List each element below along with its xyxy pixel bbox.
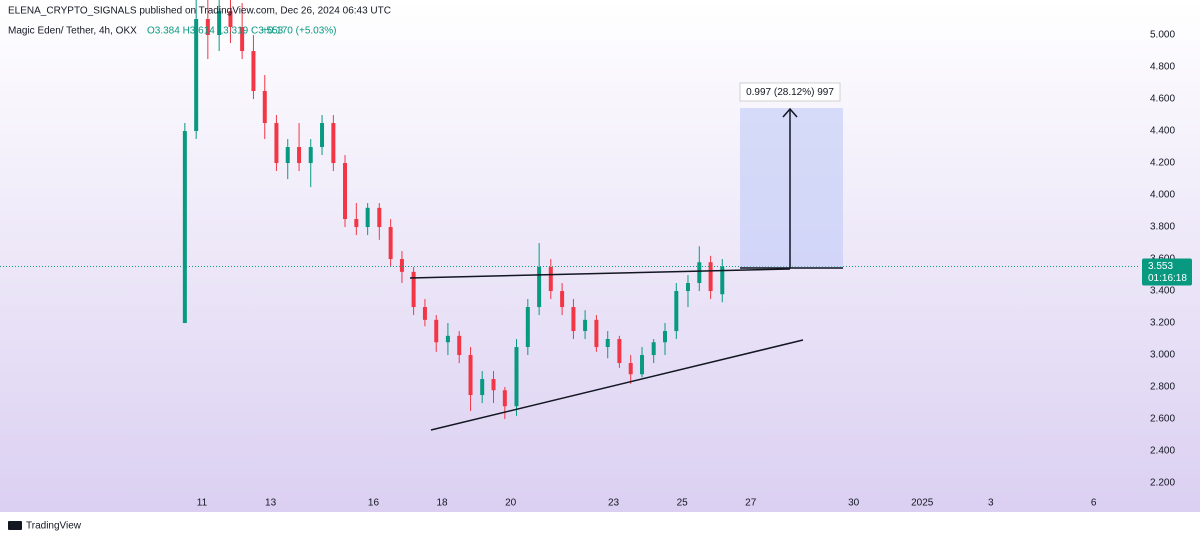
y-tick-label: 2.200 — [1150, 478, 1175, 489]
candle-body — [205, 19, 210, 36]
ohlc: O3.384 H3.614 L3.319 C3.553 — [147, 26, 284, 37]
candle-body — [720, 266, 725, 295]
x-tick-label: 3 — [988, 498, 994, 509]
candle-body — [377, 207, 382, 228]
footer-bar — [0, 512, 1200, 539]
candle-body — [548, 267, 553, 292]
projection-box — [740, 108, 843, 268]
y-tick-label: 2.600 — [1150, 414, 1175, 425]
candle-body — [525, 307, 530, 348]
candle-body — [262, 91, 267, 124]
last-price-label: 3.553 — [1148, 261, 1173, 272]
support-trendline — [430, 339, 804, 431]
x-tick-label: 23 — [608, 498, 620, 509]
candle-body — [502, 390, 507, 407]
y-tick-label: 4.600 — [1150, 94, 1175, 105]
plot-area — [0, 0, 1140, 420]
candle-body — [388, 227, 393, 260]
candle-body — [285, 147, 290, 164]
publisher: ELENA_CRYPTO_SIGNALS published on Tradin… — [8, 6, 391, 17]
candle-body — [674, 291, 679, 332]
candle-body — [251, 51, 256, 92]
candle-body — [560, 291, 565, 308]
candle-body — [514, 347, 519, 407]
candle-body — [468, 355, 473, 396]
candle-body — [354, 219, 359, 228]
candle-body — [434, 319, 439, 343]
brand-logo — [8, 521, 22, 530]
candle-body — [663, 331, 667, 343]
candle-body — [697, 262, 702, 284]
candle-body — [583, 319, 588, 332]
x-tick-label: 11 — [197, 498, 208, 509]
candle-body — [217, 11, 222, 36]
candle-body — [411, 271, 416, 308]
candle-body — [628, 363, 633, 375]
candle-body — [445, 335, 450, 343]
arrow-head — [782, 107, 798, 118]
x-tick-label: 13 — [265, 498, 277, 509]
candle-body — [708, 262, 713, 292]
candle-body — [228, 11, 233, 28]
countdown: 01:16:18 — [1148, 273, 1187, 284]
y-tick-label: 4.400 — [1150, 126, 1175, 137]
candle-body — [240, 27, 245, 52]
x-tick-label: 6 — [1091, 498, 1097, 509]
candle-body — [605, 339, 610, 348]
candle-body — [594, 319, 599, 348]
candle-body — [343, 163, 348, 220]
candle-body — [457, 335, 462, 356]
candle-body — [274, 123, 279, 164]
candle-body — [331, 123, 336, 164]
candle-body — [320, 123, 325, 148]
change: +0.170 (+5.03%) — [262, 26, 337, 37]
candle-body — [194, 19, 199, 132]
y-tick-label: 3.000 — [1150, 350, 1175, 361]
candle-body — [480, 379, 485, 396]
candle-body — [617, 339, 622, 364]
symbol: Magic Eden/ Tether, 4h, OKX — [8, 26, 137, 37]
y-tick-label: 5.000 — [1150, 30, 1175, 41]
candle-body — [365, 207, 370, 228]
x-tick-label: 30 — [848, 498, 860, 509]
y-tick-label: 4.800 — [1150, 62, 1175, 73]
y-tick-label: 2.800 — [1150, 382, 1175, 393]
x-tick-label: 16 — [368, 498, 380, 509]
candle-body — [182, 131, 187, 324]
x-tick-label: 27 — [745, 498, 757, 509]
y-tick-label: 2.400 — [1150, 446, 1175, 457]
y-tick-label: 3.200 — [1150, 318, 1175, 329]
candle-body — [399, 259, 404, 272]
projection-label: 0.997 (28.12%) 997 — [746, 87, 834, 98]
y-tick-label: 4.200 — [1150, 158, 1175, 169]
y-tick-label: 4.000 — [1150, 190, 1175, 201]
candle-body — [571, 307, 576, 332]
candle-body — [685, 283, 690, 292]
x-tick-label: 20 — [505, 498, 517, 509]
x-tick-label: 2025 — [911, 498, 934, 509]
candle-body — [537, 267, 542, 308]
projection-label-box — [739, 82, 841, 102]
candle-body — [651, 342, 656, 356]
x-tick-label: 25 — [677, 498, 689, 509]
y-tick-label: 3.800 — [1150, 222, 1175, 233]
y-tick-label: 3.400 — [1150, 286, 1175, 297]
candle-body — [640, 355, 645, 375]
resistance-line — [409, 268, 791, 279]
candle-body — [308, 147, 313, 164]
candle-body — [297, 147, 302, 164]
last-price-box — [1142, 258, 1192, 286]
candle-body — [422, 307, 427, 320]
candle-body — [491, 379, 496, 391]
brand: TradingView — [26, 521, 82, 532]
x-tick-label: 18 — [437, 498, 449, 509]
